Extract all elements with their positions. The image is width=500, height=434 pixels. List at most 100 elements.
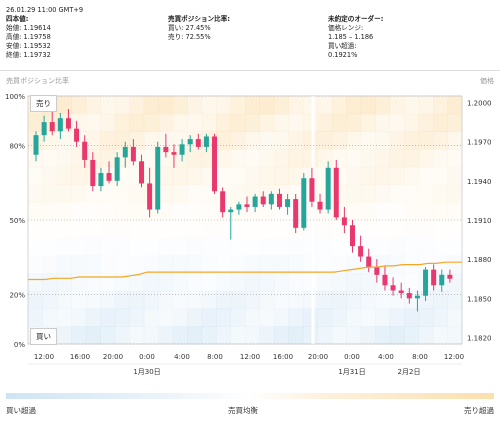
heatmap-cell [114,237,130,256]
candle-body [268,193,274,205]
heatmap-cell [259,96,275,115]
heatmap-cell [433,184,449,203]
price-tick-label: 1.1910 [467,217,492,225]
heatmap-cell [172,184,188,203]
heatmap-cell [86,220,101,238]
candle-body [41,122,47,136]
heatmap-cell [418,326,434,345]
heatmap-cell [259,202,275,221]
heatmap-cell [100,308,116,327]
heatmap-cell [129,220,144,238]
ratio-title: 売買ポジション比率: [168,15,230,23]
heatmap-cell [418,202,434,221]
heatmap-cell [143,166,159,186]
heatmap-cell [245,113,260,132]
heatmap-cell [418,255,434,274]
heatmap-cell [302,113,318,132]
legend-buy-excess: 買い超過 [6,406,36,415]
heatmap-cell [129,290,145,310]
heatmap-cell [375,202,391,221]
heatmap-cell [433,308,449,327]
heatmap-cell [100,220,116,239]
heatmap-cell [331,308,347,327]
candle-body [382,274,388,286]
heatmap-cell [404,184,420,203]
heatmap-cell [114,113,130,132]
heatmap-cell [447,131,463,150]
heatmap-cell [245,149,260,168]
candle-body [439,274,445,286]
heatmap-cell [42,166,58,186]
heatmap-cell [288,184,304,203]
heatmap-cell [404,131,420,150]
heatmap-cell [331,149,347,168]
heatmap-cell [288,326,304,345]
heatmap-cell [57,220,72,238]
heatmap-cell [360,184,376,203]
heatmap-cell [317,255,333,274]
heatmap-cell [230,290,246,310]
heatmap-cell [302,308,318,327]
heatmap-cell [56,290,72,310]
heatmap-cell [56,255,72,274]
heatmap-cell [346,113,362,132]
heatmap-cell [317,113,333,132]
heatmap-cell [42,220,57,238]
heatmap-cell [331,113,347,132]
heatmap-cell [346,202,362,221]
heatmap-cell [129,113,145,132]
heatmap-cell [100,96,116,115]
heatmap-cell [273,237,289,256]
heatmap-cell [346,273,362,292]
candle-body [350,225,355,247]
candle-body [147,183,153,210]
heatmap-cell [245,290,260,310]
heatmap-cell [317,131,333,150]
candle-body [212,136,218,192]
ratio-legend-bar [6,393,494,399]
candle-body [220,191,226,213]
heatmap-cell [42,184,58,203]
heatmap-cell [230,149,246,168]
heatmap-cell [230,273,246,292]
heatmap-cell [418,184,434,203]
heatmap-cell [331,96,347,115]
heatmap-cell [404,273,420,292]
heatmap-cell [433,166,449,186]
heatmap-cell [433,113,449,132]
heatmap-cell [230,131,246,150]
price-tick-label: 1.1850 [467,295,492,303]
heatmap-cell [216,237,232,256]
heatmap-cell [288,149,304,168]
heatmap-cell [56,149,72,168]
heatmap-cell [331,131,347,150]
heatmap-cell [158,113,174,132]
heatmap-cell [71,96,87,115]
heatmap-cell [375,96,391,115]
heatmap-cell [389,96,405,115]
candle-body [65,118,71,129]
candle-body [90,159,96,187]
heatmap-cell [433,131,449,150]
heatmap-cell [201,255,217,274]
heatmap-cell [245,96,260,115]
heatmap-cell [231,238,246,256]
heatmap-cell [187,202,203,221]
heatmap-cell [447,166,463,186]
price-chart[interactable]: 100% 80% 50% 20% 0% 1.2000 1.1970 1.1940 1.1910 1… [0,86,500,386]
heatmap-cell [71,184,87,203]
heatmap-cell [187,96,203,115]
ratio-tick-label: 0% [14,341,25,349]
heatmap-cell [433,255,449,274]
heatmap-cell [447,202,463,221]
heatmap-cell [216,290,232,310]
heatmap-cell [389,326,405,345]
date-tick-label: 1月31日 [338,368,365,376]
heatmap-cell [172,290,188,310]
heatmap-cell [404,237,420,256]
heatmap-cell [360,131,376,150]
heatmap-cell [143,290,159,310]
time-tick-label: 0:00 [139,353,155,361]
heatmap-cell [447,290,463,310]
candle-body [309,178,315,202]
